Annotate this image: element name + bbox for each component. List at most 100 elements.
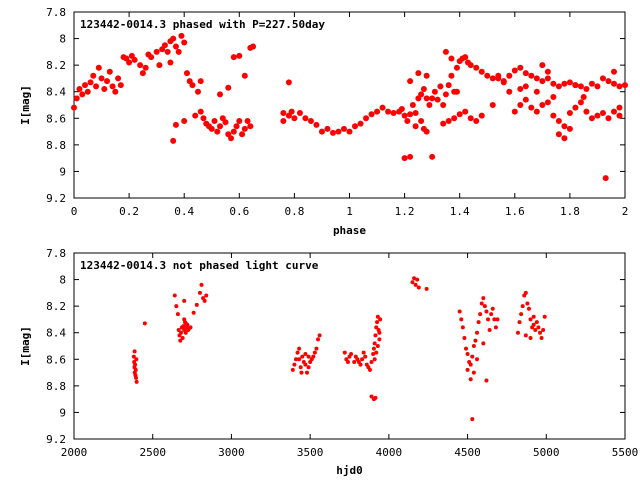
- data-point: [375, 320, 380, 325]
- data-point: [142, 321, 147, 326]
- data-point: [296, 109, 303, 116]
- data-point: [117, 82, 124, 89]
- data-point: [555, 117, 562, 124]
- data-point: [175, 312, 180, 317]
- data-point: [241, 72, 248, 79]
- data-point: [93, 83, 100, 90]
- data-point: [378, 317, 383, 322]
- data-point: [106, 68, 113, 75]
- y-tick-label: 8: [59, 274, 66, 287]
- data-point: [465, 367, 470, 372]
- phased-light-curve-panel: 0 0.2 0.4 0.6 0.8 1 1.2 1.4 1.6 1.8 2 7.8 8 8.2 8.4 8.…: [19, 6, 628, 237]
- data-point: [214, 128, 221, 135]
- x-tick-label: 5500: [612, 446, 639, 459]
- data-point: [98, 75, 105, 82]
- data-point: [357, 120, 364, 127]
- data-point: [200, 115, 207, 122]
- data-point: [460, 325, 465, 330]
- data-point: [517, 86, 524, 93]
- data-point: [197, 290, 202, 295]
- data-point: [188, 325, 193, 330]
- data-point: [566, 109, 573, 116]
- data-point: [572, 104, 579, 111]
- data-point: [133, 367, 138, 372]
- data-point: [463, 346, 468, 351]
- data-point: [250, 43, 257, 50]
- data-point: [312, 350, 317, 355]
- y-tick-labels: 7.8 8 8.2 8.4 8.6 8.8 9 9.2: [46, 6, 66, 205]
- data-point: [211, 117, 218, 124]
- data-point: [153, 48, 160, 55]
- data-point: [434, 96, 441, 103]
- data-point: [588, 80, 595, 87]
- y-tick-label: 8.8: [46, 139, 66, 152]
- data-point: [314, 346, 319, 351]
- data-point: [191, 310, 196, 315]
- data-point: [156, 62, 163, 69]
- data-point: [374, 350, 379, 355]
- data-point: [291, 115, 298, 122]
- data-point: [544, 68, 551, 75]
- x-tick-label: 1.4: [450, 205, 470, 218]
- data-point: [495, 72, 502, 79]
- unphased-light-curve-panel: 2000 2500 3000 3500 4000 4500 5000 5500 7.8 8 8.2…: [19, 247, 638, 477]
- data-point: [407, 78, 414, 85]
- data-point: [415, 70, 422, 77]
- data-point: [476, 320, 481, 325]
- data-point: [566, 79, 573, 86]
- data-point: [407, 153, 414, 160]
- data-point: [577, 83, 584, 90]
- data-point: [192, 112, 199, 119]
- data-point: [167, 59, 174, 66]
- x-tick-label: 0.8: [284, 205, 304, 218]
- data-point: [317, 333, 322, 338]
- data-point: [533, 88, 540, 95]
- data-point: [175, 48, 182, 55]
- data-point: [369, 394, 374, 399]
- data-point: [230, 128, 237, 135]
- data-point: [462, 336, 467, 341]
- data-point: [522, 70, 529, 77]
- data-point: [172, 293, 177, 298]
- data-point: [345, 359, 350, 364]
- data-point: [605, 78, 612, 85]
- y-tick-label: 9: [59, 406, 66, 419]
- data-point: [418, 117, 425, 124]
- data-point: [349, 351, 354, 356]
- data-point: [468, 362, 473, 367]
- data-point: [90, 72, 97, 79]
- data-point: [311, 354, 316, 359]
- data-point: [478, 112, 485, 119]
- x-tick-label: 4500: [454, 446, 481, 459]
- data-point: [448, 55, 455, 62]
- data-point: [292, 362, 297, 367]
- data-point: [471, 344, 476, 348]
- data-point: [445, 82, 452, 89]
- data-point: [462, 108, 469, 115]
- data-point: [489, 312, 494, 317]
- data-point: [295, 350, 300, 355]
- data-point: [533, 328, 538, 333]
- data-point: [329, 129, 336, 136]
- data-point: [517, 102, 524, 108]
- data-point: [401, 155, 408, 162]
- data-point: [484, 378, 489, 383]
- data-point: [126, 59, 133, 66]
- data-point: [412, 109, 419, 116]
- data-point: [290, 367, 295, 372]
- data-point: [506, 88, 513, 95]
- data-point: [594, 83, 601, 90]
- data-point: [555, 83, 562, 90]
- data-point: [468, 377, 473, 382]
- data-point: [517, 320, 522, 325]
- data-point: [104, 78, 111, 85]
- data-point: [139, 70, 146, 77]
- data-point: [456, 111, 463, 118]
- data-point: [197, 108, 204, 115]
- data-point: [346, 128, 353, 135]
- data-point: [610, 108, 617, 115]
- data-point: [71, 104, 77, 111]
- y-tick-label: 8.2: [46, 300, 66, 313]
- data-point: [230, 54, 237, 61]
- data-point: [280, 109, 287, 116]
